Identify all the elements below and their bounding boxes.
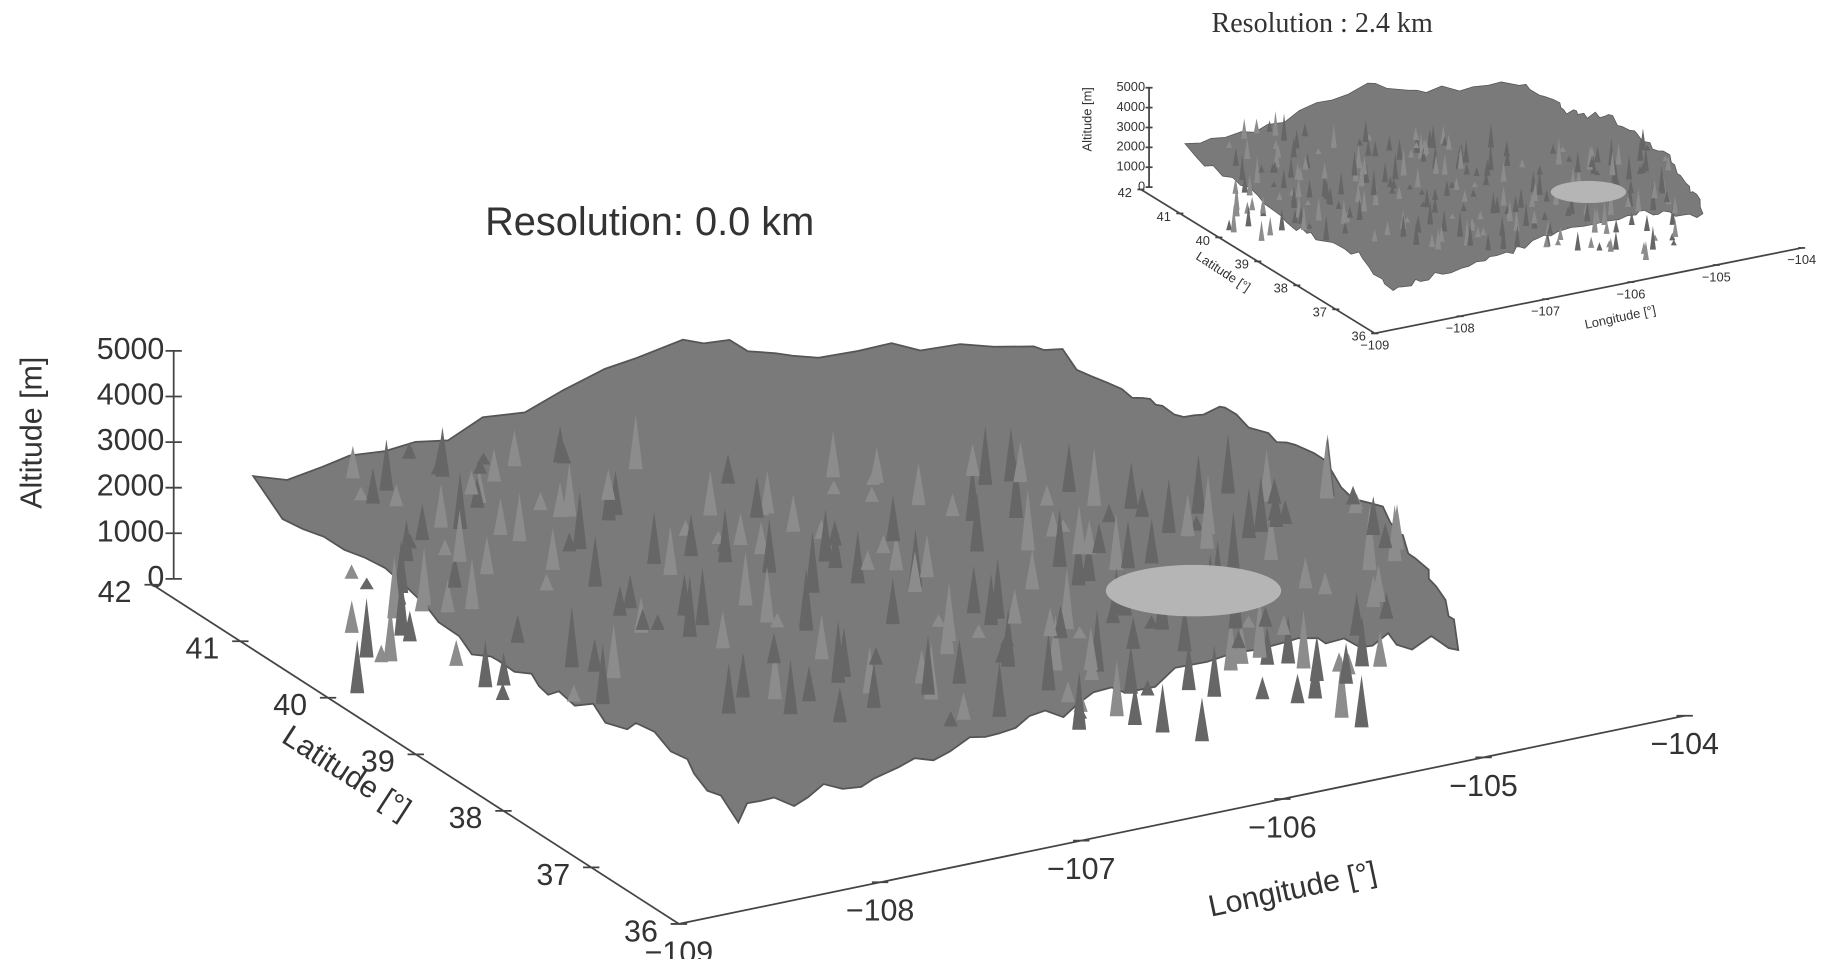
tick-label: −108 — [846, 894, 914, 928]
tick-label: −107 — [1047, 852, 1115, 886]
terrain-plateau — [1106, 565, 1281, 616]
tick-label: 4000 — [97, 377, 165, 411]
tick-label: −108 — [1446, 320, 1475, 335]
terrain-ridge — [1613, 219, 1619, 232]
terrain-ridge — [1355, 675, 1369, 727]
axis-label: Altitude [m] — [1080, 87, 1095, 151]
tick-label: 0 — [147, 560, 164, 594]
tick-label: 37 — [1313, 305, 1327, 320]
terrain-ridge — [1255, 677, 1269, 700]
tick-label: 5000 — [97, 332, 165, 366]
tick-label: −107 — [1531, 303, 1560, 318]
axis-label: Longitude [°] — [1205, 855, 1379, 924]
tick-label: 42 — [98, 575, 132, 609]
tick-label: 40 — [1196, 233, 1210, 248]
tick-label: 41 — [1157, 209, 1171, 224]
tick-label: −106 — [1616, 286, 1645, 301]
figure: Resolution: 0.0 km 0 1000 2000 3000 4000 5000 A… — [0, 0, 1835, 959]
terrain-ridge — [1254, 119, 1260, 134]
terrain-ridge — [1241, 118, 1247, 138]
tick-label: 42 — [1118, 185, 1132, 200]
tick-label: 1000 — [1116, 159, 1145, 174]
tick-label: 39 — [1235, 257, 1249, 272]
terrain-ridge — [1575, 231, 1581, 250]
terrain-ridge — [1644, 215, 1650, 231]
chart: Resolution : 2.4 km010002000300040005000… — [1080, 8, 1816, 352]
axis-label: Altitude [m] — [14, 357, 48, 509]
terrain-ridge — [1259, 220, 1265, 241]
tick-label: 40 — [273, 688, 307, 722]
terrain — [1185, 82, 1703, 291]
terrain-ridge — [1671, 240, 1677, 246]
axis-label: Latitude [°] — [276, 719, 417, 827]
tick-label: −105 — [1702, 269, 1731, 284]
terrain-ridge — [449, 640, 463, 666]
terrain-ridge — [496, 683, 510, 700]
terrain-ridge — [1588, 236, 1594, 247]
terrain-ridge — [360, 598, 374, 658]
tick-label: −106 — [1248, 810, 1316, 844]
terrain-ridge — [1156, 683, 1170, 732]
terrain-ridge — [1267, 216, 1273, 235]
tick-label: 2000 — [97, 469, 165, 503]
terrain-ridge — [1195, 698, 1209, 742]
tick-label: 41 — [185, 632, 219, 666]
tick-label: −109 — [1360, 338, 1389, 353]
terrain-ridge — [1249, 197, 1255, 211]
terrain-ridge — [1244, 202, 1250, 214]
tick-label: 4000 — [1116, 99, 1145, 114]
terrain-ridge — [1291, 674, 1305, 703]
terrain-ridge — [345, 600, 359, 633]
terrain-ridge — [360, 577, 374, 589]
tick-label: −105 — [1449, 769, 1517, 803]
terrain-plateau — [1551, 181, 1626, 203]
terrain-surface — [1185, 82, 1703, 291]
tick-label: −104 — [1650, 727, 1719, 761]
tick-label: 3000 — [1116, 119, 1145, 134]
tick-label: 38 — [1274, 281, 1288, 296]
tick-label: 37 — [536, 858, 570, 892]
tick-label: 1000 — [97, 514, 165, 548]
tick-label: −109 — [645, 935, 713, 959]
chart: Resolution: 0.0 km 0 1000 2000 3000 4000 5000 A… — [14, 200, 1719, 959]
tick-label: 3000 — [97, 423, 165, 457]
chart-title: Resolution: 0.0 km — [485, 200, 814, 244]
terrain-ridge — [1613, 231, 1619, 249]
tick-label: 5000 — [1116, 79, 1145, 94]
terrain-ridge — [1596, 242, 1602, 250]
tick-label: 38 — [449, 801, 483, 835]
terrain-surface — [253, 340, 1458, 823]
tick-label: −104 — [1787, 252, 1816, 267]
axis-label: Longitude [°] — [1583, 302, 1657, 332]
terrain-ridge — [345, 564, 359, 578]
tick-label: 2000 — [1116, 139, 1145, 154]
chart-title: Resolution : 2.4 km — [1212, 8, 1433, 39]
